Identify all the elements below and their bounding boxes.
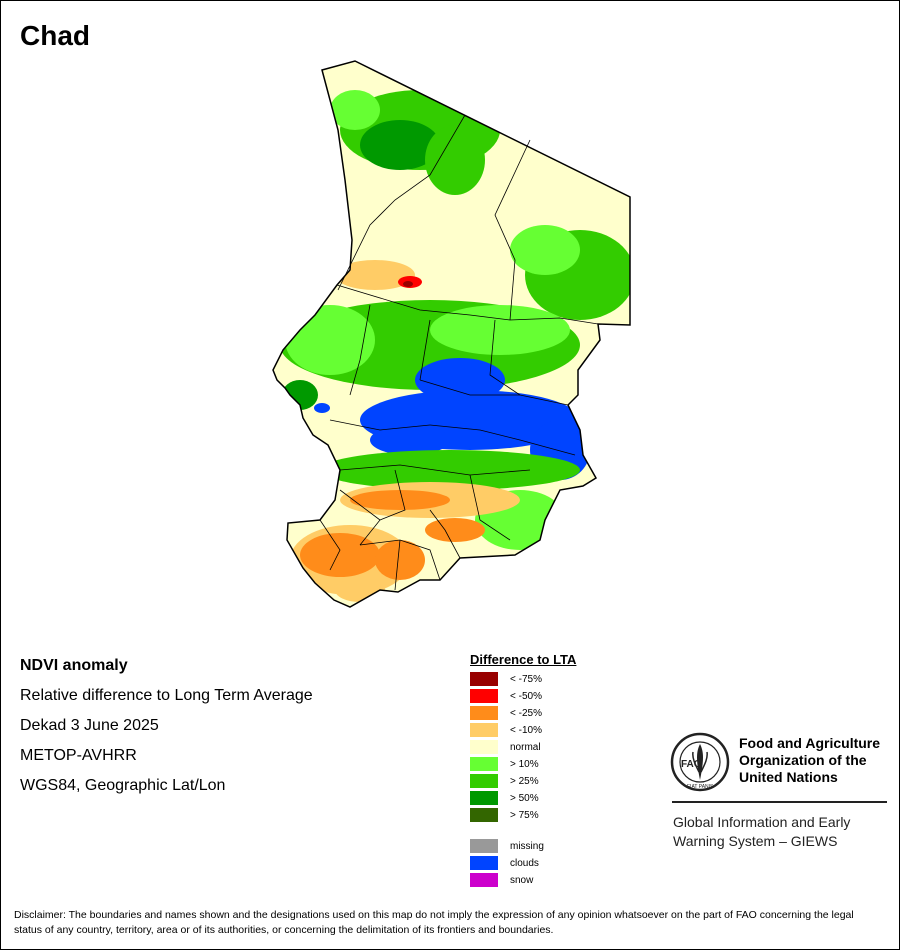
org-name-line-2: Organization of the [739, 752, 867, 768]
org-name-line-3: United Nations [739, 769, 838, 785]
legend-item-extra-1: clouds [470, 855, 576, 872]
legend-swatch [470, 839, 498, 853]
legend-swatch [470, 740, 498, 754]
org-name-line-1: Food and Agriculture [739, 735, 881, 751]
legend-label: > 25% [510, 776, 539, 787]
legend-swatch [470, 856, 498, 870]
legend-item-items-6: > 25% [470, 773, 576, 790]
legend-label: < -25% [510, 708, 542, 719]
legend-label: missing [510, 841, 544, 852]
legend-label: clouds [510, 858, 539, 869]
legend-item-items-5: > 10% [470, 756, 576, 773]
divider [672, 801, 887, 803]
legend-item-items-3: < -10% [470, 722, 576, 739]
map-title: Chad [20, 20, 90, 51]
legend-label: > 10% [510, 759, 539, 770]
giews-name: Global Information and Early Warning Sys… [673, 813, 850, 851]
chad-map [272, 60, 631, 608]
legend-swatch [470, 757, 498, 771]
info-product: NDVI anomaly [20, 657, 128, 674]
legend-item-items-7: > 50% [470, 790, 576, 807]
legend-swatch [470, 808, 498, 822]
legend-label: < -10% [510, 725, 542, 736]
fao-logo-icon: FAO FIAT PANIS [670, 732, 730, 792]
legend: Difference to LTA < -75% < -50% < -25% < -1… [470, 652, 576, 889]
legend-item-items-1: < -50% [470, 688, 576, 705]
disclaimer: Disclaimer: The boundaries and names sho… [14, 909, 854, 936]
legend-item-extra-2: snow [470, 872, 576, 889]
legend-swatch [470, 723, 498, 737]
logo-letters: FAO [681, 759, 702, 770]
legend-swatch [470, 774, 498, 788]
legend-label: < -75% [510, 674, 542, 685]
logo-motto: FIAT PANIS [687, 784, 714, 790]
legend-swatch [470, 791, 498, 805]
info-description: Relative difference to Long Term Average [20, 687, 313, 704]
info-sensor: METOP-AVHRR [20, 747, 137, 764]
legend-swatch [470, 672, 498, 686]
legend-item-extra-0: missing [470, 838, 576, 855]
legend-item-items-8: > 75% [470, 807, 576, 824]
giews-line-1: Global Information and Early [673, 814, 851, 830]
legend-label: normal [510, 742, 541, 753]
legend-swatch [470, 706, 498, 720]
legend-item-items-4: normal [470, 739, 576, 756]
legend-label: > 50% [510, 793, 539, 804]
org-name: Food and Agriculture Organization of the… [739, 735, 880, 786]
info-projection: WGS84, Geographic Lat/Lon [20, 777, 226, 794]
legend-label: > 75% [510, 810, 539, 821]
legend-item-items-0: < -75% [470, 671, 576, 688]
map-info: NDVI anomaly Relative difference to Long… [20, 656, 313, 806]
legend-item-items-2: < -25% [470, 705, 576, 722]
info-date: Dekad 3 June 2025 [20, 717, 159, 734]
legend-swatch [470, 873, 498, 887]
legend-title: Difference to LTA [470, 652, 577, 667]
legend-label: < -50% [510, 691, 542, 702]
legend-swatch [470, 689, 498, 703]
giews-line-2: Warning System – GIEWS [673, 833, 838, 849]
legend-label: snow [510, 875, 534, 886]
